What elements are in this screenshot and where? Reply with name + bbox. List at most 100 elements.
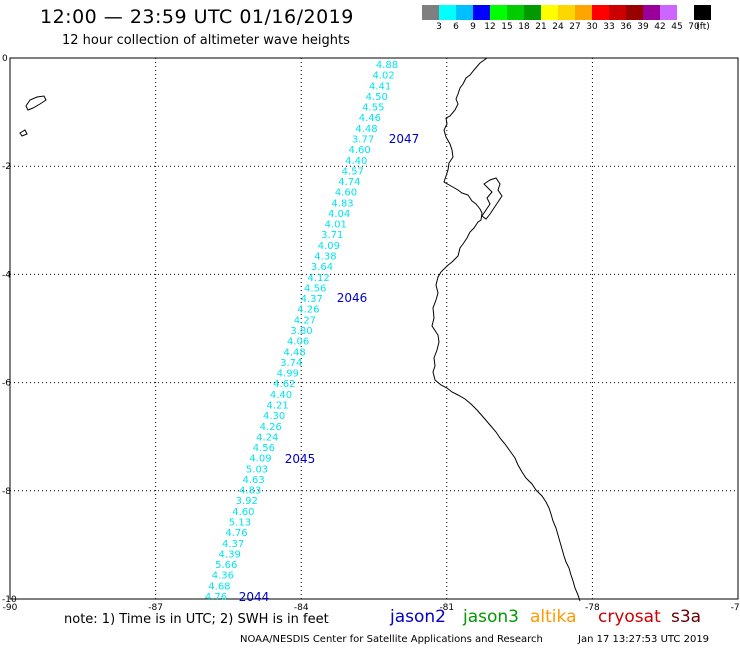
color-scale-label: 39 <box>637 22 649 32</box>
swh-values: 4.884.024.414.504.554.464.483.774.604.40… <box>205 60 398 603</box>
credit-line: NOAA/NESDIS Center for Satellite Applica… <box>240 634 543 645</box>
swh-value: 3.71 <box>321 230 343 241</box>
map-title: 12:00 — 23:59 UTC 01/16/2019 <box>40 6 354 28</box>
color-scale-label: 45 <box>671 22 683 32</box>
swh-value: 3.74 <box>280 358 302 369</box>
swh-value: 4.09 <box>318 241 340 252</box>
swh-value: 4.21 <box>266 400 288 411</box>
legend-item: jason3 <box>463 607 519 627</box>
color-scale-label: 70 <box>688 22 700 32</box>
swh-value: 4.63 <box>242 475 264 486</box>
swh-value: 4.50 <box>366 92 388 103</box>
swh-value: 4.74 <box>338 177 360 188</box>
color-swatch <box>507 5 524 20</box>
color-scale-label: 30 <box>586 22 598 32</box>
pass-labels: 2047 2046 2045 2044 <box>239 132 420 604</box>
color-swatch <box>694 5 711 20</box>
pass-number: 2044 <box>239 590 270 604</box>
color-swatch <box>524 5 541 20</box>
latitude-label: -2 <box>2 162 11 172</box>
swh-value: 4.56 <box>253 443 275 454</box>
swh-value: 4.09 <box>249 454 271 465</box>
swh-value: 4.01 <box>325 220 347 231</box>
swh-value: 4.26 <box>297 305 319 316</box>
swh-value: 4.99 <box>277 369 299 380</box>
coastline <box>431 57 581 602</box>
map-subtitle: 12 hour collection of altimeter wave hei… <box>62 33 350 48</box>
swh-value: 4.60 <box>335 188 357 199</box>
color-swatch <box>558 5 575 20</box>
swh-value: 4.06 <box>287 337 309 348</box>
latitude-label: -8 <box>2 487 11 497</box>
swh-value: 3.64 <box>311 262 333 273</box>
latitude-label: -10 <box>2 595 17 605</box>
legend-item: s3a <box>671 607 702 627</box>
longitude-label: -78 <box>585 603 600 613</box>
footnote: note: 1) Time is in UTC; 2) SWH is in fe… <box>64 612 329 627</box>
latitude-label: -4 <box>2 270 11 280</box>
color-scale-bar <box>422 5 711 20</box>
axis-tick-labels: -90 -87 -84 -81 -78 -75 0 -2 -4 -6 -8 -10 <box>2 54 740 613</box>
color-scale-label: 3 <box>436 22 442 32</box>
color-scale-label: 33 <box>603 22 615 32</box>
swh-value: 5.66 <box>215 560 237 571</box>
swh-value: 4.36 <box>212 571 234 582</box>
swh-value: 4.40 <box>270 390 292 401</box>
swh-value: 4.04 <box>328 209 350 220</box>
longitude-label: -90 <box>3 603 18 613</box>
color-scale-label: 6 <box>453 22 459 32</box>
swh-value: 4.60 <box>349 145 371 156</box>
islet-outline <box>19 129 28 137</box>
swh-value: 4.57 <box>342 166 364 177</box>
swh-value: 3.92 <box>236 496 258 507</box>
swh-value: 4.76 <box>205 592 227 603</box>
pass-number: 2046 <box>337 291 368 305</box>
swh-value: 4.30 <box>263 411 285 422</box>
swh-value: 4.55 <box>362 103 384 114</box>
pass-number: 2047 <box>389 132 420 146</box>
color-swatch <box>541 5 558 20</box>
color-scale-label: 24 <box>552 22 564 32</box>
swh-value: 5.13 <box>229 518 251 529</box>
color-swatch <box>456 5 473 20</box>
swh-value: 4.62 <box>273 379 295 390</box>
coastline-inlet <box>481 177 503 220</box>
swh-value: 4.76 <box>225 528 247 539</box>
swh-value: 4.68 <box>208 581 230 592</box>
swh-value: 4.83 <box>239 486 261 497</box>
legend-item: altika <box>530 607 577 627</box>
color-swatch <box>490 5 507 20</box>
color-swatch <box>592 5 609 20</box>
color-swatch <box>660 5 677 20</box>
color-swatch <box>677 5 694 20</box>
color-swatch <box>609 5 626 20</box>
longitude-label: -75 <box>731 603 740 613</box>
swh-value: 4.60 <box>232 507 254 518</box>
legend-item: jason2 <box>390 607 446 627</box>
color-swatch <box>626 5 643 20</box>
swh-value: 4.37 <box>222 539 244 550</box>
lat-lon-grid <box>9 57 739 600</box>
swh-value: 4.48 <box>284 347 306 358</box>
color-scale-label: 21 <box>535 22 547 32</box>
color-scale-label: 18 <box>518 22 530 32</box>
color-swatch <box>473 5 490 20</box>
color-scale-label: (ft) <box>696 22 710 32</box>
timestamp: Jan 17 13:27:53 UTC 2019 <box>578 634 710 645</box>
swh-value: 4.39 <box>219 549 241 560</box>
swh-value: 4.12 <box>307 273 329 284</box>
color-swatch <box>422 5 439 20</box>
swh-value: 4.27 <box>294 315 316 326</box>
map-frame <box>9 57 739 600</box>
color-scale-label: 12 <box>484 22 496 32</box>
longitude-label: -87 <box>148 603 163 613</box>
swh-value: 4.41 <box>369 81 391 92</box>
latitude-label: 0 <box>2 54 8 64</box>
swh-value: 4.37 <box>301 294 323 305</box>
swh-value: 4.56 <box>304 283 326 294</box>
longitude-label: -84 <box>294 603 309 613</box>
color-scale-label: 27 <box>569 22 581 32</box>
swh-value: 4.26 <box>260 422 282 433</box>
swh-value: 4.02 <box>372 71 394 82</box>
